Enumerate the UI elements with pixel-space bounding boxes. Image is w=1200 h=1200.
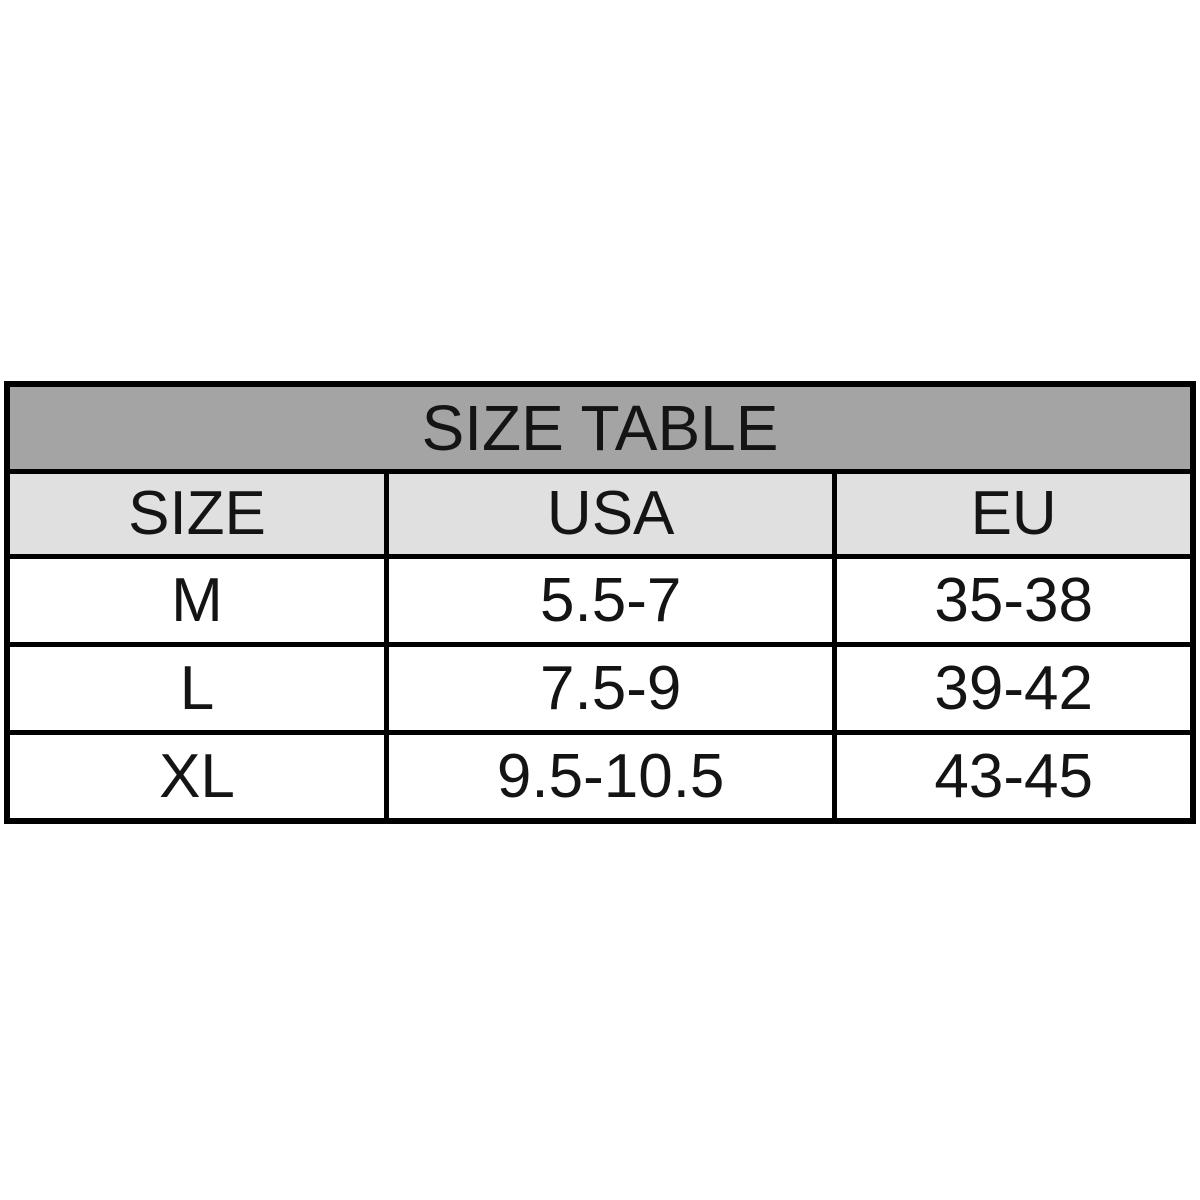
size-table-title: SIZE TABLE xyxy=(4,381,1196,474)
column-header-row: SIZE USA EU xyxy=(4,469,1197,559)
cell-size-m: M xyxy=(4,554,390,647)
cell-usa-m: 5.5-7 xyxy=(384,554,838,647)
cell-size-l: L xyxy=(4,642,390,735)
cell-eu-xl: 43-45 xyxy=(832,730,1197,824)
column-header-usa: USA xyxy=(384,469,838,559)
size-table-title-row: SIZE TABLE xyxy=(4,381,1196,474)
cell-eu-l: 39-42 xyxy=(832,642,1197,735)
cell-size-xl: XL xyxy=(4,730,390,824)
table-row-xl: XL 9.5-10.5 43-45 xyxy=(4,730,1197,824)
table-row-m: M 5.5-7 35-38 xyxy=(4,554,1197,647)
column-header-eu: EU xyxy=(832,469,1197,559)
column-header-size: SIZE xyxy=(4,469,390,559)
cell-eu-m: 35-38 xyxy=(832,554,1197,647)
size-table: SIZE TABLE SIZE USA EU M 5.5-7 35-38 L 7… xyxy=(4,381,1197,824)
cell-usa-l: 7.5-9 xyxy=(384,642,838,735)
cell-usa-xl: 9.5-10.5 xyxy=(384,730,838,824)
table-row-l: L 7.5-9 39-42 xyxy=(4,642,1197,735)
